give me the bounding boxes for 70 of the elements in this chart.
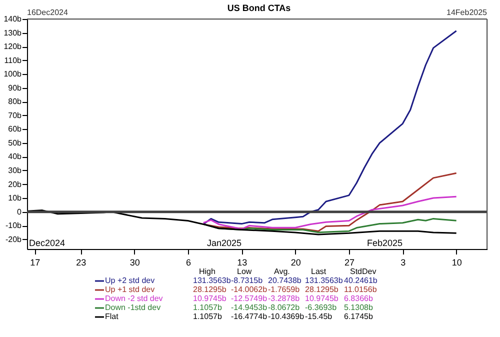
text: -16.4774b xyxy=(231,312,268,321)
legend-label: Flat xyxy=(105,312,120,321)
line-series xyxy=(202,196,458,230)
line-series xyxy=(202,172,458,232)
text: 28.1295b xyxy=(193,285,227,294)
annotation: Feb2025 xyxy=(367,238,403,248)
x-tick-label: 13 xyxy=(237,258,248,268)
y-tick-label: 70b xyxy=(8,110,22,120)
y-tick-label: 50b xyxy=(8,138,22,148)
text: 10.9745b xyxy=(305,294,339,303)
x-tick-label: 10 xyxy=(452,258,462,268)
text: 1.1057b xyxy=(193,312,222,321)
text: Avg. xyxy=(274,267,290,276)
text: 40.2461b xyxy=(344,276,378,285)
y-tick-label: 60b xyxy=(8,124,22,134)
text: 131.3563b xyxy=(305,276,344,285)
legend-label: Up +2 std dev xyxy=(105,276,155,285)
text: -8.7315b xyxy=(231,276,264,285)
text: Low xyxy=(237,267,252,276)
text: 6.8366b xyxy=(344,294,374,303)
text: 14Feb2025 xyxy=(446,8,488,17)
text: -1.7659b xyxy=(268,285,300,294)
x-tick-label: 17 xyxy=(30,258,40,268)
text: 11.0156b xyxy=(344,285,378,294)
text: 10.9745b xyxy=(193,294,227,303)
y-tick-label: 10b xyxy=(8,194,22,203)
y-tick-label: 30b xyxy=(8,166,22,175)
annotation: Jan2025 xyxy=(207,238,242,248)
text: 28.1295b xyxy=(305,285,339,294)
text: -15.45b xyxy=(305,312,333,321)
legend-label: Down -1std dev xyxy=(105,303,161,312)
text: -10.4369b xyxy=(268,312,305,321)
x-tick-label: 3 xyxy=(400,258,406,268)
text: 6.1745b xyxy=(344,312,374,321)
y-tick-label: 40b xyxy=(8,152,22,162)
y-tick-label: 130b xyxy=(4,28,22,38)
x-tick-label: 20 xyxy=(290,258,301,268)
text: 1.1057b xyxy=(193,303,222,312)
text: -12.5749b xyxy=(231,294,268,303)
text: High xyxy=(199,267,216,276)
y-tick-label: 120b xyxy=(4,42,22,52)
annotation: Dec2024 xyxy=(29,238,66,248)
y-tick-label: 80b xyxy=(8,97,22,106)
text: Last xyxy=(311,267,327,276)
text: -6.3693b xyxy=(305,303,338,312)
chart-title: US Bond CTAs xyxy=(227,3,291,13)
y-tick-label: -10b xyxy=(5,221,22,230)
line-series xyxy=(202,30,458,225)
y-tick-label: 140b xyxy=(4,14,22,24)
text: 20.7438b xyxy=(268,276,302,285)
y-tick-label: -20b xyxy=(5,234,22,244)
text: -14.0062b xyxy=(231,285,268,294)
text: StdDev xyxy=(350,267,376,276)
y-tick-label: 90b xyxy=(8,83,22,92)
text: 131.3563b xyxy=(193,276,232,285)
text: -14.9453b xyxy=(231,303,268,312)
x-tick-label: 6 xyxy=(186,258,192,268)
y-tick-label: 110b xyxy=(4,56,22,65)
legend-label: Down -2 std dev xyxy=(105,294,163,303)
text: -3.2878b xyxy=(268,294,300,303)
y-tick-label: 0 xyxy=(17,207,22,216)
legend-label: Up +1 std dev xyxy=(105,285,155,294)
text: 5.1308b xyxy=(344,303,374,312)
x-tick-label: 27 xyxy=(344,258,355,268)
text: -8.0672b xyxy=(268,303,300,312)
text: 16Dec2024 xyxy=(27,8,68,17)
y-tick-label: 100b xyxy=(4,70,22,79)
y-tick-label: 20b xyxy=(8,180,22,189)
x-tick-label: 23 xyxy=(76,258,86,268)
x-tick-label: 30 xyxy=(130,258,140,268)
